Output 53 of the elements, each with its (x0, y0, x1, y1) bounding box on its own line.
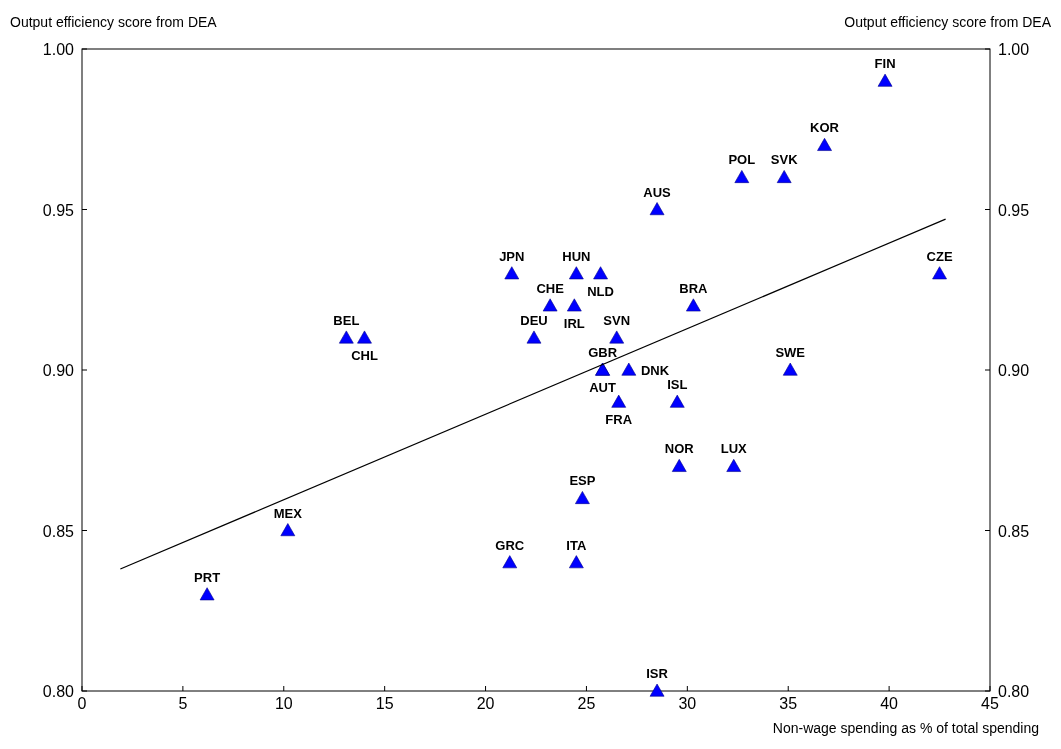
annotation: CHE (536, 280, 565, 296)
annotation: SVN (603, 312, 631, 328)
x-tick-label: 40 (880, 695, 899, 712)
annotation: LUX (720, 441, 748, 457)
y-tick-label: 0.90 (42, 362, 75, 379)
annotation: SVK (770, 152, 799, 168)
annotation: POL (728, 152, 756, 168)
x-tick-label: 30 (678, 695, 697, 712)
annotation: KOR (810, 120, 840, 136)
y2-tick-label: 0.95 (998, 201, 1030, 219)
annotation: PRT (194, 569, 221, 585)
x-tick-label: 10 (274, 695, 293, 712)
annotation: DEU (520, 312, 548, 328)
y2-tick-label: 1.00 (998, 41, 1030, 58)
y2-tick-label: 0.85 (998, 522, 1030, 540)
annotation: ISL (667, 377, 688, 393)
x-tick-label: 15 (375, 695, 394, 712)
annotation: JPN (499, 248, 525, 264)
annotation: GRC (495, 537, 525, 553)
annotation: GBR (588, 345, 618, 360)
y-tick-label: 1.00 (42, 41, 75, 58)
y-tick-label: 0.95 (42, 201, 75, 219)
x-tick-label: 45 (981, 695, 999, 712)
y-tick-label: 0.85 (42, 522, 75, 540)
annotation: AUS (643, 184, 672, 200)
annotation: ITA (566, 537, 587, 553)
x-tick-label: 20 (476, 695, 495, 712)
annotation: AUT (589, 380, 616, 395)
x-tick-label: 25 (577, 695, 596, 712)
annotation: CHL (351, 347, 378, 363)
annotation: SWE (775, 345, 806, 360)
y2-tick-label: 0.80 (998, 683, 1030, 700)
x-tick-label: 35 (779, 695, 798, 712)
annotation: ESP (569, 473, 596, 489)
annotation: HUN (562, 248, 591, 264)
annotation: FRA (605, 412, 633, 428)
y2-tick-label: 0.90 (998, 362, 1030, 379)
annotation: NOR (664, 441, 695, 457)
annotation: BEL (333, 312, 360, 328)
annotation: IRL (563, 315, 585, 331)
y2-axis-title: Output efficiency score from DEA (844, 14, 1052, 30)
x-axis-title: Non-wage spending as % of total spending (772, 720, 1039, 736)
y-axis-title: Output efficiency score from DEA (10, 14, 218, 30)
annotation: BRA (679, 280, 709, 296)
x-tick-label: 5 (178, 695, 188, 712)
y-tick-label: 0.80 (42, 683, 75, 700)
x-tick-label: 0 (77, 695, 87, 712)
annotation: CZE (926, 248, 953, 264)
annotation: MEX (273, 505, 303, 521)
annotation: FIN (874, 56, 896, 72)
annotation: DNK (640, 363, 670, 378)
annotation: NLD (587, 283, 614, 299)
annotation: ISR (646, 666, 669, 681)
